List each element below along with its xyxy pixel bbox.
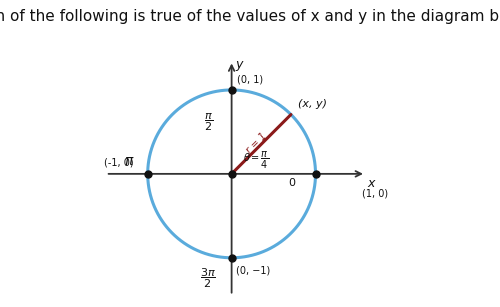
Text: (1, 0): (1, 0) — [362, 189, 388, 199]
Text: 0: 0 — [288, 178, 296, 188]
Text: $\dfrac{3\pi}{2}$: $\dfrac{3\pi}{2}$ — [200, 266, 216, 290]
Text: Which of the following is true of the values of x and y in the diagram below?: Which of the following is true of the va… — [0, 9, 500, 24]
Text: $\dfrac{\pi}{2}$: $\dfrac{\pi}{2}$ — [204, 111, 212, 133]
Text: $\pi$: $\pi$ — [124, 154, 134, 168]
Text: (0, 1): (0, 1) — [236, 74, 263, 84]
Text: (0, −1): (0, −1) — [236, 265, 270, 275]
Text: r = 1: r = 1 — [244, 131, 269, 155]
Text: y: y — [236, 58, 243, 71]
Text: (-1, 0): (-1, 0) — [104, 158, 134, 168]
Text: (x, y): (x, y) — [298, 99, 326, 109]
Text: x: x — [368, 177, 375, 190]
Text: $\theta = \dfrac{\pi}{4}$: $\theta = \dfrac{\pi}{4}$ — [244, 150, 270, 171]
